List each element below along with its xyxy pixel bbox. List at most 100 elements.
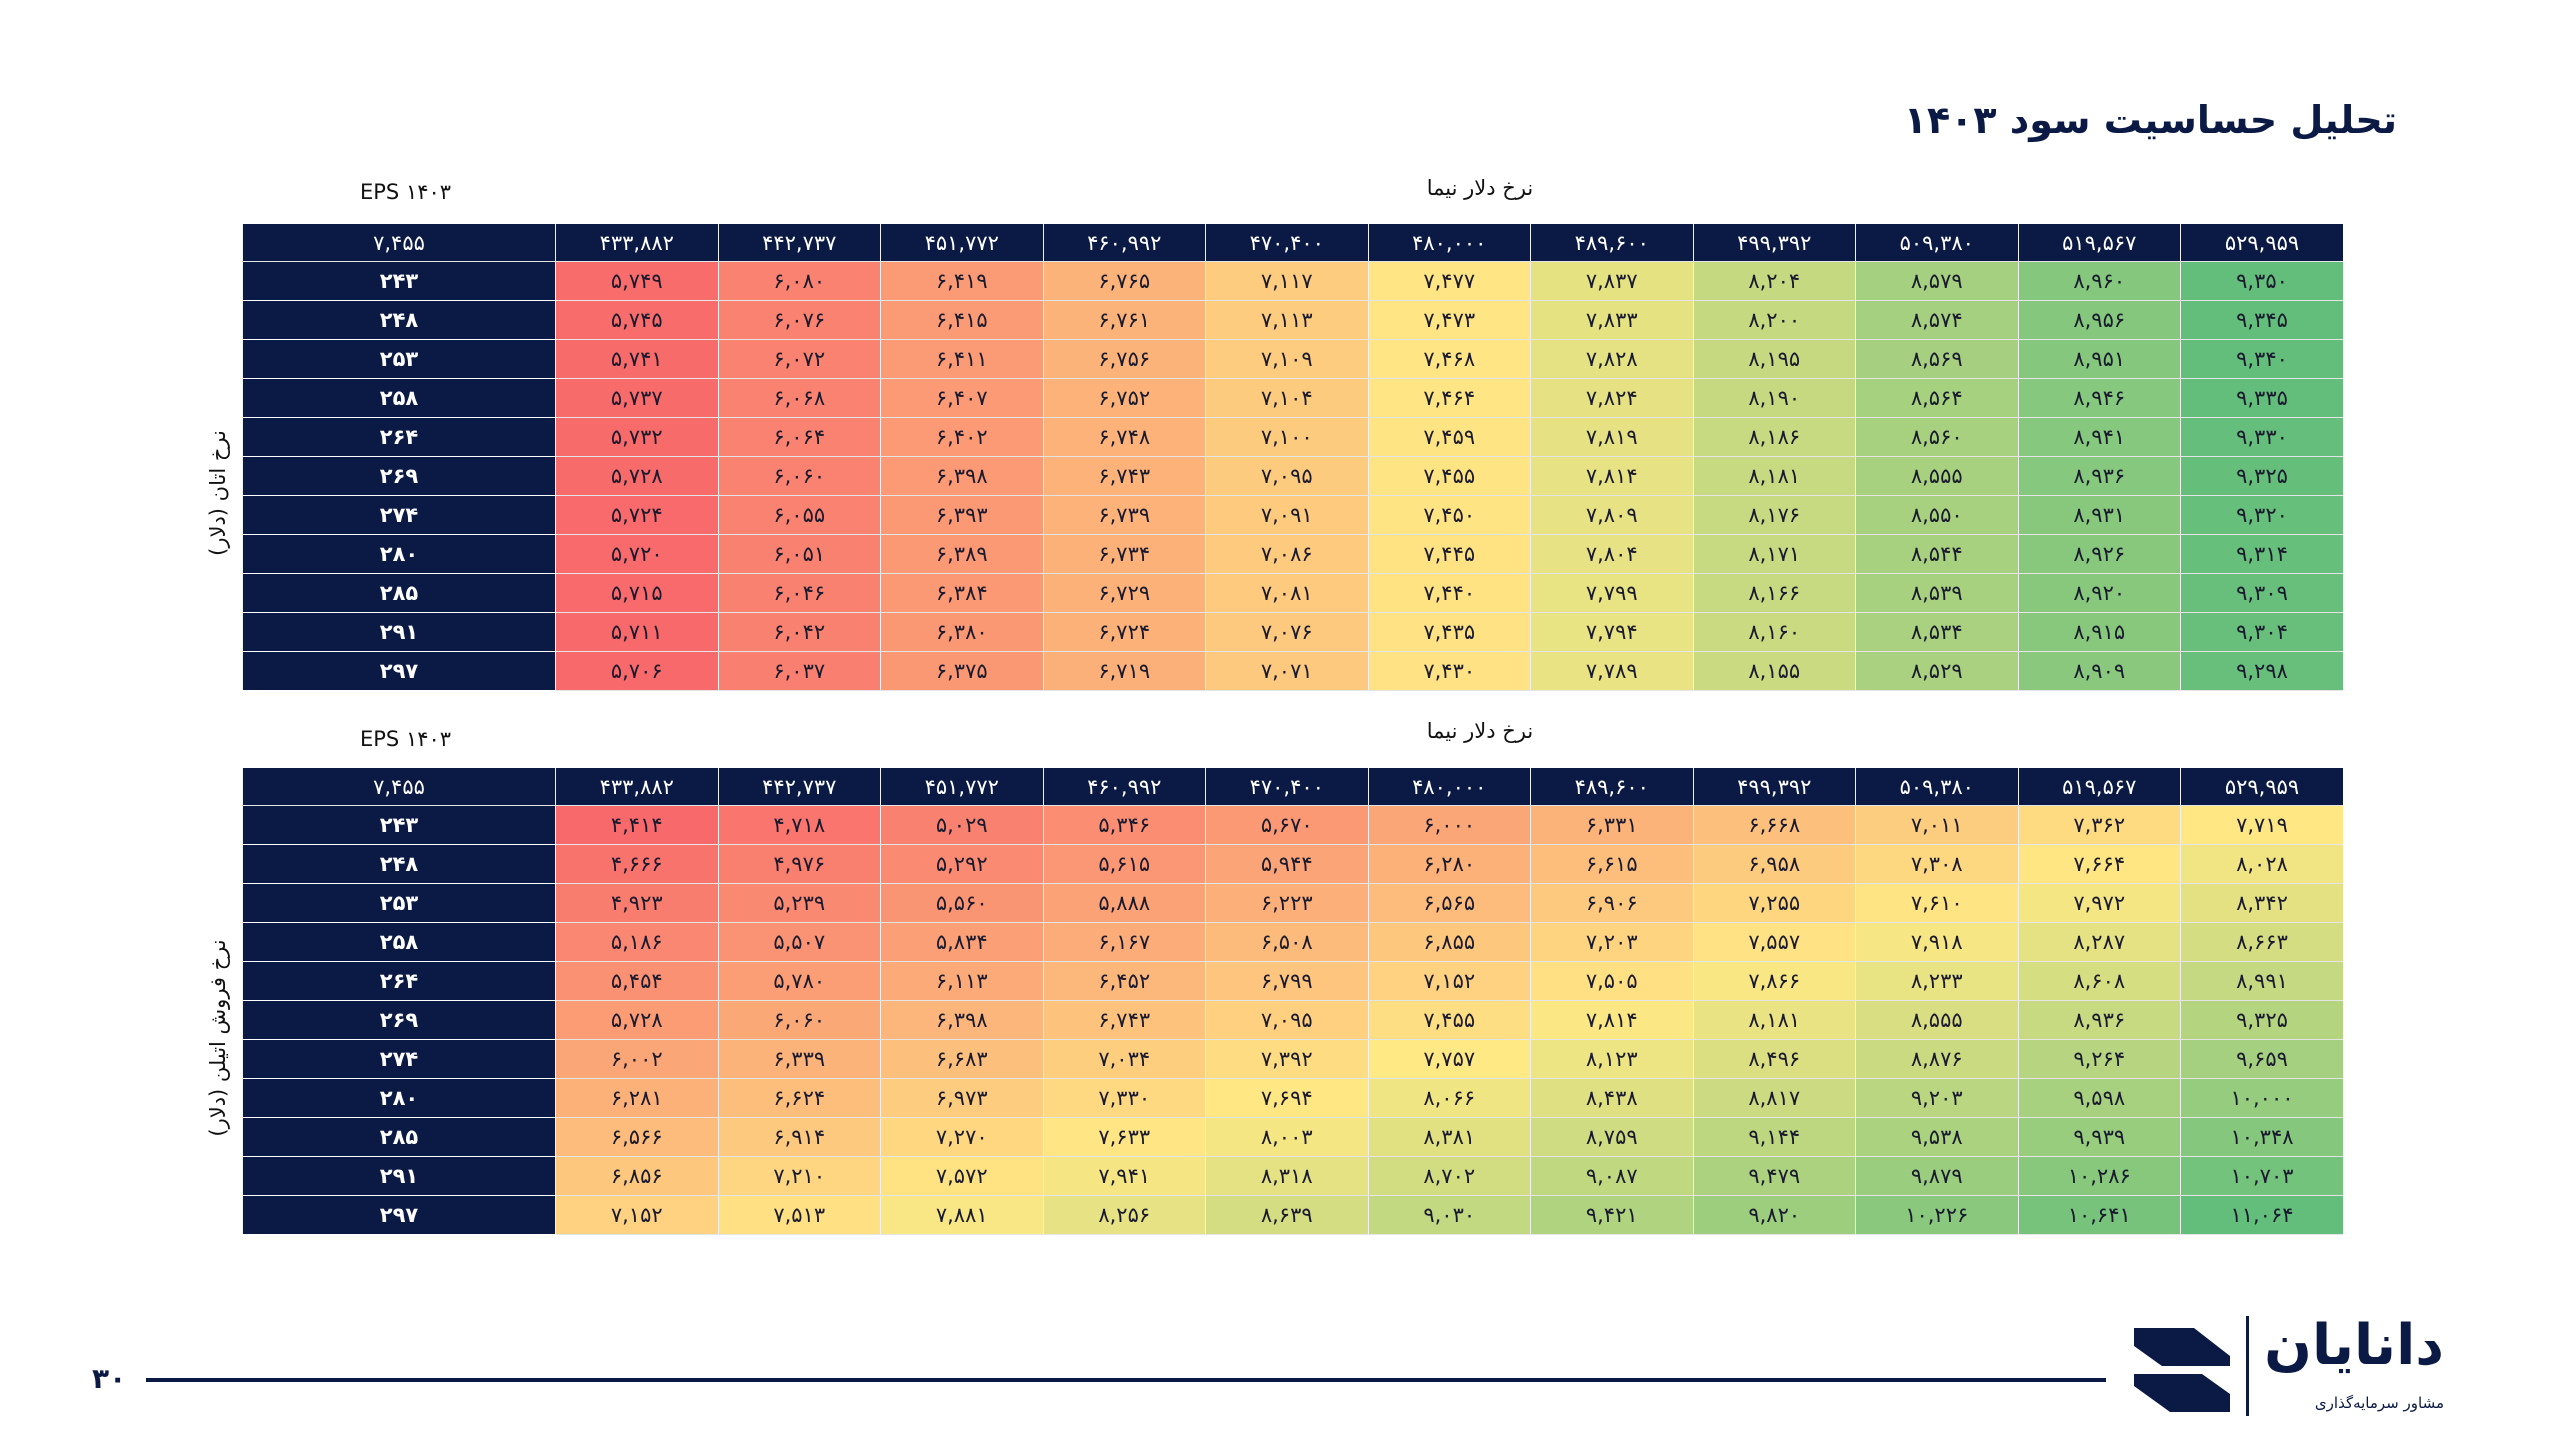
table-cell: ۷,۴۳۵ bbox=[1367, 612, 1531, 652]
table-cell: ۶,۵۶۵ bbox=[1367, 883, 1531, 923]
table-cell: ۸,۹۴۱ bbox=[2017, 417, 2181, 457]
table-cell: ۶,۴۱۹ bbox=[880, 261, 1043, 301]
table-cell: ۹,۲۶۴ bbox=[2017, 1039, 2181, 1079]
table-cell: ۸,۵۳۹ bbox=[1855, 573, 2018, 613]
table-cell: ۷,۸۳۳ bbox=[1530, 300, 1693, 340]
table-cell: ۶,۳۸۰ bbox=[880, 612, 1043, 652]
table-cell: ۹,۱۴۴ bbox=[1692, 1117, 1856, 1157]
row-header: ۲۸۰ bbox=[242, 1078, 556, 1118]
column-header: ۴۴۲,۷۳۷ bbox=[717, 224, 881, 262]
column-header: ۴۶۰,۹۹۲ bbox=[1042, 224, 1206, 262]
table-cell: ۸,۵۵۰ bbox=[1855, 495, 2018, 535]
table-row: ۲۸۰ ۵,۷۲۰ ۶,۰۵۱ ۶,۳۸۹ ۶,۷۳۴ ۷,۰۸۶ ۷,۴۴۵ ۷,۸۰۴ ۸,… bbox=[242, 534, 2343, 574]
table-cell: ۸,۵۶۹ bbox=[1855, 339, 2018, 379]
table-cell: ۶,۳۳۱ bbox=[1530, 805, 1693, 845]
table-cell: ۵,۸۳۴ bbox=[880, 922, 1043, 962]
table-cell: ۹,۴۲۱ bbox=[1530, 1195, 1693, 1235]
table-cell: ۱۱,۰۶۴ bbox=[2180, 1195, 2343, 1235]
table-cell: ۷,۴۷۷ bbox=[1367, 261, 1531, 301]
table-cell: ۶,۴۱۱ bbox=[880, 339, 1043, 379]
table-cell: ۷,۰۹۱ bbox=[1205, 495, 1368, 535]
table-cell: ۱۰,۲۲۶ bbox=[1855, 1195, 2018, 1235]
table-cell: ۸,۸۷۶ bbox=[1855, 1039, 2018, 1079]
table-cell: ۷,۸۱۴ bbox=[1530, 456, 1693, 496]
table-cell: ۴,۹۷۶ bbox=[717, 844, 881, 884]
row-header: ۲۶۹ bbox=[242, 456, 556, 496]
table-cell: ۷,۹۷۲ bbox=[2017, 883, 2181, 923]
table-cell: ۶,۷۹۹ bbox=[1205, 961, 1368, 1001]
table-row: ۲۶۹ ۵,۷۲۸ ۶,۰۶۰ ۶,۳۹۸ ۶,۷۴۳ ۷,۰۹۵ ۷,۴۵۵ ۷,۸۱۴ ۸,… bbox=[242, 1000, 2343, 1040]
table-cell: ۹,۴۷۹ bbox=[1692, 1156, 1856, 1196]
table-cell: ۸,۲۰۰ bbox=[1692, 300, 1856, 340]
table-cell: ۸,۹۵۶ bbox=[2017, 300, 2181, 340]
row-header: ۲۵۸ bbox=[242, 378, 556, 418]
table-cell: ۹,۰۸۷ bbox=[1530, 1156, 1693, 1196]
table-cell: ۸,۵۶۴ bbox=[1855, 378, 2018, 418]
table-cell: ۶,۳۸۹ bbox=[880, 534, 1043, 574]
table-cell: ۶,۶۶۸ bbox=[1692, 805, 1856, 845]
table-cell: ۸,۳۱۸ bbox=[1205, 1156, 1368, 1196]
table-cell: ۴,۴۱۴ bbox=[555, 805, 718, 845]
table-cell: ۷,۱۵۲ bbox=[1367, 961, 1531, 1001]
table-cell: ۹,۰۳۰ bbox=[1367, 1195, 1531, 1235]
table-cell: ۶,۳۸۴ bbox=[880, 573, 1043, 613]
table-cell: ۶,۰۰۲ bbox=[555, 1039, 718, 1079]
table-cell: ۷,۸۶۶ bbox=[1692, 961, 1856, 1001]
table-cell: ۶,۰۵۱ bbox=[717, 534, 881, 574]
table-cell: ۷,۸۰۴ bbox=[1530, 534, 1693, 574]
table-cell: ۷,۱۱۷ bbox=[1205, 261, 1368, 301]
table-cell: ۶,۰۸۰ bbox=[717, 261, 881, 301]
table-cell: ۷,۴۴۰ bbox=[1367, 573, 1531, 613]
table-cell: ۸,۹۳۶ bbox=[2017, 1000, 2181, 1040]
table-row: ۲۷۴ ۵,۷۲۴ ۶,۰۵۵ ۶,۳۹۳ ۶,۷۳۹ ۷,۰۹۱ ۷,۴۵۰ ۷,۸۰۹ ۸,… bbox=[242, 495, 2343, 535]
table-cell: ۹,۳۴۰ bbox=[2180, 339, 2343, 379]
table-cell: ۶,۶۲۴ bbox=[717, 1078, 881, 1118]
table-cell: ۷,۷۹۹ bbox=[1530, 573, 1693, 613]
column-header: ۴۵۱,۷۷۲ bbox=[880, 224, 1043, 262]
row-header: ۲۶۴ bbox=[242, 417, 556, 457]
table-cell: ۵,۷۴۱ bbox=[555, 339, 718, 379]
table-cell: ۶,۸۵۵ bbox=[1367, 922, 1531, 962]
brand-logo: دانایان مشاور سرمایه‌گذاری bbox=[2132, 1312, 2444, 1424]
table-cell: ۷,۶۹۴ bbox=[1205, 1078, 1368, 1118]
row-header: ۲۷۴ bbox=[242, 495, 556, 535]
table-cell: ۵,۷۱۱ bbox=[555, 612, 718, 652]
table-cell: ۶,۷۳۴ bbox=[1042, 534, 1206, 574]
table-cell: ۶,۱۱۳ bbox=[880, 961, 1043, 1001]
table-cell: ۷,۰۷۶ bbox=[1205, 612, 1368, 652]
table-cell: ۸,۱۲۳ bbox=[1530, 1039, 1693, 1079]
table-cell: ۴,۷۱۸ bbox=[717, 805, 881, 845]
table-cell: ۶,۸۵۶ bbox=[555, 1156, 718, 1196]
page-title: تحلیل حساسیت سود ۱۴۰۳ bbox=[1903, 98, 2397, 142]
column-header: ۴۸۰,۰۰۰ bbox=[1367, 768, 1531, 806]
table-row: ۲۹۷ ۷,۱۵۲ ۷,۵۱۳ ۷,۸۸۱ ۸,۲۵۶ ۸,۶۳۹ ۹,۰۳۰ ۹,۴۲۱ ۹,… bbox=[242, 1195, 2343, 1235]
table2-column-axis-label: نرخ دلار نیما bbox=[1426, 719, 1534, 743]
table-cell: ۹,۵۳۸ bbox=[1855, 1117, 2018, 1157]
table-cell: ۷,۰۳۴ bbox=[1042, 1039, 1206, 1079]
table-cell: ۶,۰۴۲ bbox=[717, 612, 881, 652]
table-cell: ۷,۱۰۴ bbox=[1205, 378, 1368, 418]
table-row: ۲۹۱ ۶,۸۵۶ ۷,۲۱۰ ۷,۵۷۲ ۷,۹۴۱ ۸,۳۱۸ ۸,۷۰۲ ۹,۰۸۷ ۹,… bbox=[242, 1156, 2343, 1196]
table-cell: ۶,۷۲۹ bbox=[1042, 573, 1206, 613]
table-cell: ۷,۱۱۳ bbox=[1205, 300, 1368, 340]
table1-eps-label: EPS ۱۴۰۳ bbox=[360, 180, 452, 204]
table-cell: ۹,۸۷۹ bbox=[1855, 1156, 2018, 1196]
table-cell: ۷,۸۱۴ bbox=[1530, 1000, 1693, 1040]
table-cell: ۶,۲۸۱ bbox=[555, 1078, 718, 1118]
table-cell: ۷,۶۳۳ bbox=[1042, 1117, 1206, 1157]
table-cell: ۷,۸۲۸ bbox=[1530, 339, 1693, 379]
table-cell: ۷,۴۵۹ bbox=[1367, 417, 1531, 457]
table-row: ۲۹۱ ۵,۷۱۱ ۶,۰۴۲ ۶,۳۸۰ ۶,۷۲۴ ۷,۰۷۶ ۷,۴۳۵ ۷,۷۹۴ ۸,… bbox=[242, 612, 2343, 652]
sensitivity-table-ethane: ۷,۴۵۵ ۴۳۳,۸۸۲ ۴۴۲,۷۳۷ ۴۵۱,۷۷۲ ۴۶۰,۹۹۲ ۴۷۰,۴۰۰… bbox=[242, 224, 2343, 691]
table-cell: ۶,۷۵۲ bbox=[1042, 378, 1206, 418]
table-cell: ۸,۵۲۹ bbox=[1855, 651, 2018, 691]
table-cell: ۶,۶۱۵ bbox=[1530, 844, 1693, 884]
table-cell: ۶,۷۵۶ bbox=[1042, 339, 1206, 379]
table-cell: ۶,۵۶۶ bbox=[555, 1117, 718, 1157]
table-cell: ۸,۱۵۵ bbox=[1692, 651, 1856, 691]
table-cell: ۹,۳۰۴ bbox=[2180, 612, 2343, 652]
table-cell: ۸,۹۶۰ bbox=[2017, 261, 2181, 301]
row-header: ۲۹۷ bbox=[242, 1195, 556, 1235]
table-cell: ۷,۸۳۷ bbox=[1530, 261, 1693, 301]
table-cell: ۵,۹۴۴ bbox=[1205, 844, 1368, 884]
